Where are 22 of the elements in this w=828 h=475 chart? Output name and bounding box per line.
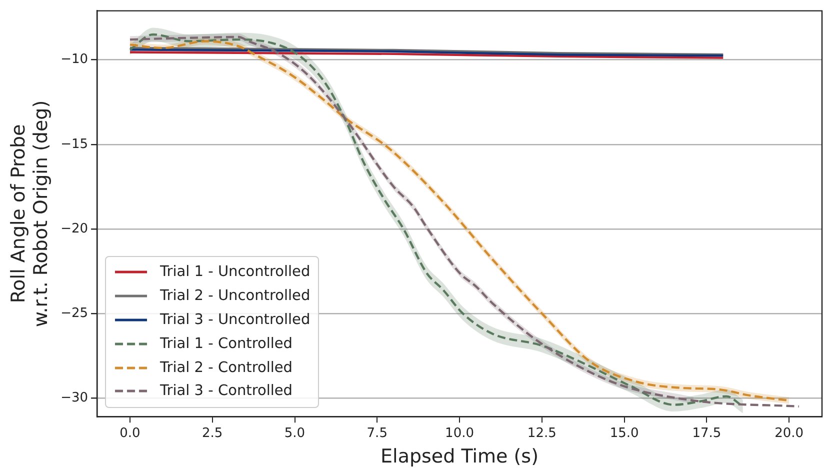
y-tick-label: −25 [60,306,88,321]
legend-label: Trial 3 - Uncontrolled [160,312,310,328]
x-tick-label: 10.0 [445,426,474,441]
x-tick-label: 5.0 [284,426,306,441]
y-tick-label: −15 [60,136,88,152]
y-axis-title: Roll Angle of Probe w.r.t. Robot Origin (deg) [7,100,52,328]
legend-label: Trial 2 - Controlled [160,360,293,376]
x-tick-label: 7.5 [366,426,388,441]
x-tick-label: 20.0 [774,426,804,441]
legend-label: Trial 1 - Controlled [160,336,293,352]
x-axis-title: Elapsed Time (s) [380,446,538,468]
y-tick-label: −20 [60,221,88,236]
x-tick-label: 12.5 [527,426,556,441]
legend-label: Trial 1 - Uncontrolled [160,264,310,280]
legend-label: Trial 3 - Controlled [160,383,293,400]
legend-label: Trial 2 - Uncontrolled [160,288,310,304]
x-tick-label: 2.5 [202,426,223,441]
x-tick-label: 0.0 [120,426,140,441]
x-tick-label: 17.5 [692,426,722,441]
y-tick-label: −30 [60,390,88,406]
x-tick-label: 15.0 [610,426,639,441]
y-tick-label: −10 [60,52,88,68]
